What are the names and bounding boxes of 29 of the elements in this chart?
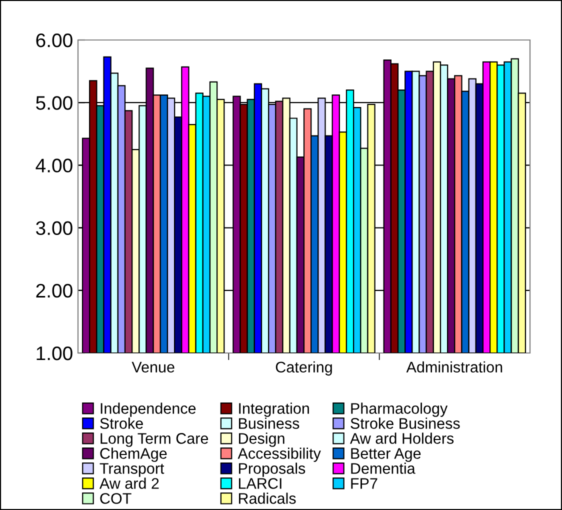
x-tick-label: Venue <box>132 362 174 373</box>
legend-label: Stroke Business <box>350 418 460 429</box>
y-tick-label: 1.00 <box>36 346 72 360</box>
legend-label: FP7 <box>351 478 378 489</box>
legend-label: Long Term Care <box>100 433 208 447</box>
y-tick-label: 2.00 <box>36 284 72 298</box>
legend-label: COT <box>100 493 132 504</box>
x-tick-label: Catering <box>276 361 332 376</box>
y-tick-label: 5.00 <box>36 96 72 110</box>
legend-label: Aw ard Holders <box>350 432 454 444</box>
legend-label: Business <box>238 418 300 429</box>
y-tick-label: 3.00 <box>36 221 72 236</box>
y-tick-label: 6.00 <box>36 33 72 48</box>
legend-label: Integration <box>239 402 309 417</box>
legend-label: Design <box>238 432 284 447</box>
legend-label: LARCI <box>238 478 282 489</box>
legend-label: Accessibility <box>238 448 321 462</box>
legend-label: Better Age <box>351 448 421 462</box>
legend-label: Pharmacology <box>351 402 448 417</box>
y-tick-label: 4.00 <box>36 158 72 172</box>
legend-label: Independence <box>100 402 196 417</box>
legend-label: Transport <box>100 463 164 477</box>
legend-label: Proposals <box>238 462 306 477</box>
legend-label: Dementia <box>351 462 416 474</box>
legend-label: Stroke <box>100 418 143 429</box>
legend-label: Radicals <box>238 492 296 504</box>
x-tick-label: Administration <box>406 361 502 373</box>
legend-label: Aw ard 2 <box>99 478 159 489</box>
legend-label: ChemAge <box>100 448 167 462</box>
